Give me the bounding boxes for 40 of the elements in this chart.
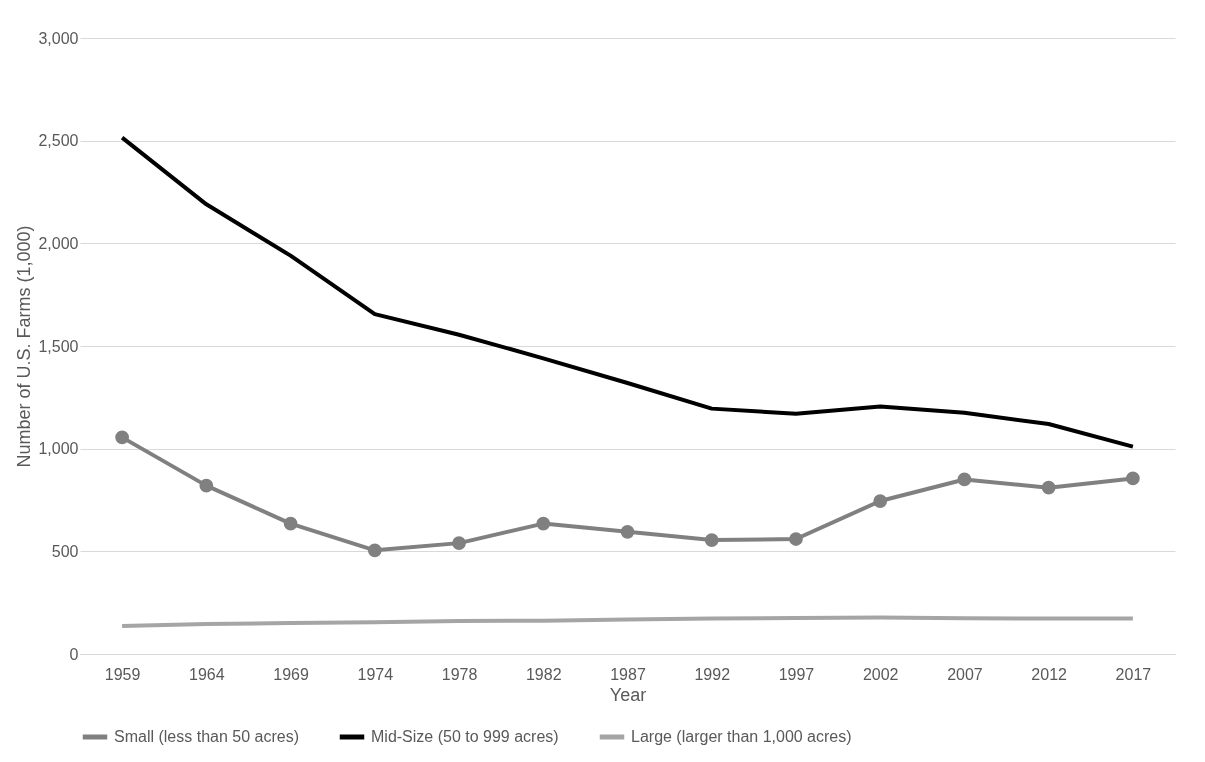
x-tick-label: 1982 (525, 665, 562, 683)
y-tick-label: 2,500 (38, 132, 79, 150)
point (199, 478, 214, 493)
x-tick-label: 1969 (273, 665, 309, 683)
point (536, 516, 551, 531)
point (115, 430, 129, 445)
y-tick-label: 1,000 (38, 440, 79, 458)
point (367, 543, 382, 558)
x-tick-label: 2012 (1031, 665, 1068, 683)
y-tick-label: 0 (69, 645, 79, 663)
x-axis-title: Year (609, 684, 647, 705)
line-series (120, 135, 1135, 449)
y-axis-title: Number of U.S. Farms (1,000) (14, 225, 35, 468)
point (1126, 471, 1140, 486)
x-tick-label: 1997 (778, 665, 815, 683)
x-tick-label: 2002 (862, 665, 899, 683)
point (620, 524, 635, 539)
y-tick-label: 3,000 (38, 29, 79, 47)
x-tick-label: 2017 (1115, 665, 1152, 683)
line-series (120, 615, 1135, 629)
x-tick-label: 1959 (104, 665, 141, 683)
point (1041, 480, 1056, 495)
legend-label: Large (larger than 1,000 acres) (631, 728, 852, 745)
point (452, 536, 466, 550)
legend-label: Small (less than 50 acres) (114, 728, 299, 745)
x-tick-label: 2007 (947, 665, 983, 683)
y-tick-label: 500 (51, 542, 79, 560)
point (957, 472, 972, 487)
point (873, 494, 888, 508)
x-tick-label: 1978 (441, 665, 478, 683)
x-tick-label: 1974 (357, 665, 394, 683)
x-tick-label: 1992 (694, 665, 731, 683)
x-tick-label: 1987 (610, 665, 646, 683)
point (789, 532, 803, 546)
legend-label: Mid-Size (50 to 999 acres) (371, 728, 559, 745)
y-tick-label: 1,500 (38, 337, 79, 355)
point (283, 516, 298, 531)
x-tick-label: 1964 (189, 665, 225, 683)
y-tick-label: 2,000 (38, 234, 79, 252)
point (704, 533, 719, 547)
